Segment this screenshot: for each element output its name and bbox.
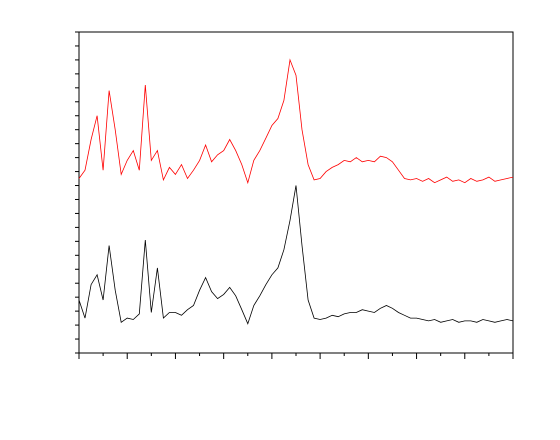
- plot-frame: [78, 31, 514, 354]
- series-line: [78, 58, 514, 185]
- series-line: [78, 185, 514, 325]
